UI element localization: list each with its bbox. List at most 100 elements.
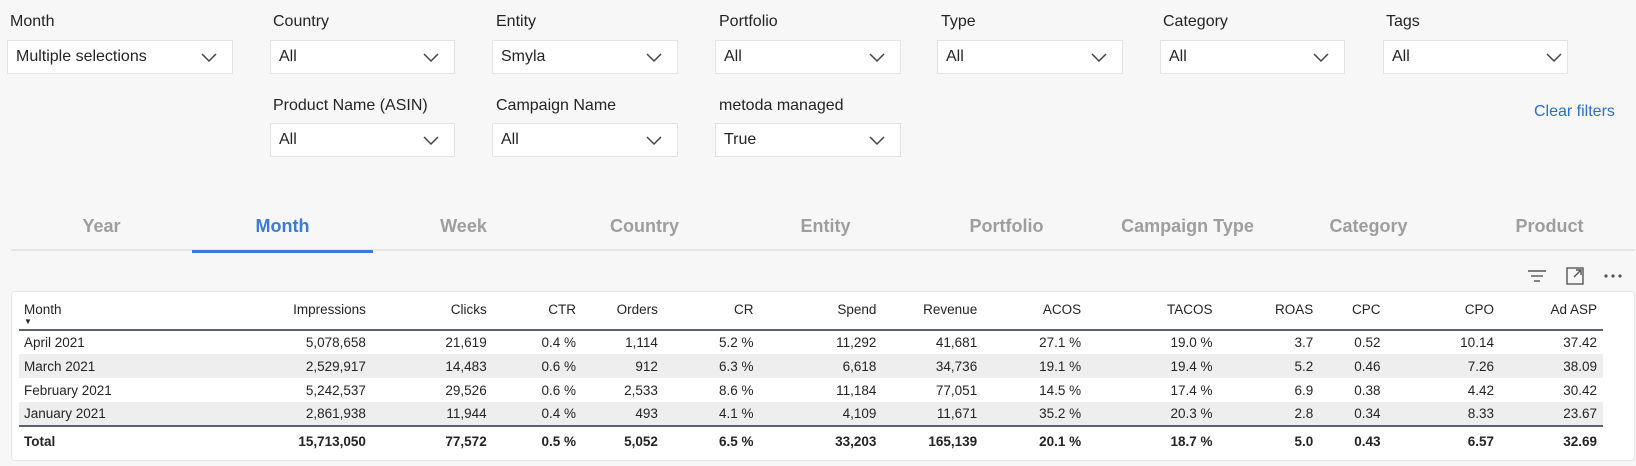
column-header-tacos[interactable]: TACOS (1087, 296, 1219, 331)
slicer-label-portfolio: Portfolio (719, 13, 778, 30)
focus-mode-icon[interactable] (1562, 264, 1588, 288)
table-row[interactable]: January 2021 2,861,938 11,944 0.4 % 493 4.1 %… (19, 402, 1603, 426)
campaign-name-dropdown[interactable]: All (492, 123, 678, 157)
column-header-roas[interactable]: ROAS (1218, 296, 1320, 331)
table-cell: 34,736 (882, 354, 984, 378)
table-cell: 8.33 (1386, 402, 1500, 426)
total-cell: 0.5 % (492, 425, 582, 454)
chevron-down-icon (646, 136, 662, 146)
column-header-month[interactable]: Month ▼ (19, 296, 198, 331)
slicer-label-country: Country (273, 13, 330, 30)
slicer-type: Type (941, 12, 976, 32)
tab-entity[interactable]: Entity (800, 216, 851, 236)
table-cell: 2.8 (1218, 402, 1320, 426)
chevron-down-icon (1313, 53, 1329, 63)
country-dropdown[interactable]: All (270, 40, 455, 74)
tab-product[interactable]: Product (1515, 216, 1584, 236)
row-label-cell: February 2021 (24, 382, 112, 398)
table-cell: 21,619 (445, 335, 487, 350)
column-header-clicks[interactable]: Clicks (371, 296, 493, 331)
table-cell: 1,114 (625, 335, 658, 350)
column-header-ad-asp[interactable]: Ad ASP (1499, 296, 1603, 331)
table-cell: 7.26 (1386, 354, 1500, 378)
tab-month[interactable]: Month (192, 205, 373, 253)
table-cell: 8.6 % (718, 382, 754, 398)
more-options-icon[interactable] (1600, 264, 1626, 288)
entity-dropdown[interactable]: Smyla (492, 40, 678, 74)
table-cell: 5,078,658 (305, 335, 366, 350)
column-header-cr[interactable]: CR (663, 296, 760, 331)
table-cell: 10.14 (1460, 335, 1494, 350)
table-cell: 30.42 (1563, 382, 1597, 398)
total-cell: 0.43 (1319, 425, 1387, 454)
slicer-label-category: Category (1163, 13, 1228, 30)
column-header-acos[interactable]: ACOS (983, 296, 1088, 331)
total-cell: 32.69 (1499, 425, 1603, 454)
table-cell: 2,533 (624, 382, 658, 398)
table-cell: 0.46 (1319, 354, 1387, 378)
column-header-cpo[interactable]: CPO (1386, 296, 1500, 331)
table-body: April 2021 5,078,658 21,619 0.4 % 1,114 5.2 %… (19, 330, 1603, 426)
tab-campaign-type[interactable]: Campaign Type (1121, 216, 1254, 236)
campaign-name-dropdown-value: All (501, 131, 519, 148)
table-cell: 4.42 (1467, 382, 1494, 398)
month-dropdown[interactable]: Multiple selections (7, 40, 233, 74)
total-cell: 77,572 (371, 425, 493, 454)
tab-year[interactable]: Year (82, 216, 121, 236)
tab-category[interactable]: Category (1329, 216, 1408, 236)
column-header-ctr[interactable]: CTR (492, 296, 582, 331)
tab-portfolio[interactable]: Portfolio (969, 216, 1044, 236)
month-dropdown-value: Multiple selections (16, 48, 147, 65)
tab-country[interactable]: Country (610, 216, 679, 236)
table-cell: 0.38 (1354, 382, 1381, 398)
table-cell: 6,618 (759, 354, 883, 378)
table-cell: 11,184 (836, 382, 877, 398)
table-cell: 11,671 (882, 402, 984, 426)
type-dropdown-value: All (946, 48, 964, 65)
grouping-tabs: Year Month Week Country Entity Portfolio… (11, 205, 1635, 253)
chevron-down-icon (869, 136, 885, 146)
category-dropdown[interactable]: All (1160, 40, 1345, 74)
portfolio-dropdown[interactable]: All (715, 40, 901, 74)
chevron-down-icon (1091, 53, 1107, 63)
table-cell: 11,944 (371, 402, 493, 426)
table-cell: 38.09 (1499, 354, 1603, 378)
type-dropdown[interactable]: All (937, 40, 1123, 74)
column-header-orders[interactable]: Orders (581, 296, 664, 331)
slicer-label-metoda-managed: metoda managed (719, 97, 844, 114)
entity-dropdown-value: Smyla (501, 48, 546, 65)
slicer-label-type: Type (941, 13, 976, 30)
total-cell: 5.0 (1218, 425, 1320, 454)
table-cell: 20.3 % (1087, 402, 1219, 426)
tab-week[interactable]: Week (440, 216, 487, 236)
sort-descending-icon: ▼ (24, 317, 32, 326)
table-cell: 17.4 % (1170, 382, 1213, 398)
table-row[interactable]: April 2021 5,078,658 21,619 0.4 % 1,114 5.2 %… (19, 330, 1603, 354)
table-cell: 912 (581, 354, 664, 378)
slicer-category: Category (1163, 12, 1228, 32)
table-cell: 4,109 (759, 402, 883, 426)
slicer-country: Country (273, 12, 329, 32)
table-cell: 77,051 (935, 382, 978, 398)
filter-icon[interactable] (1524, 264, 1550, 288)
chevron-down-icon (1546, 53, 1562, 63)
column-header-impressions[interactable]: Impressions (197, 296, 372, 331)
metoda-managed-dropdown[interactable]: True (715, 123, 901, 157)
column-header-cpc[interactable]: CPC (1319, 296, 1387, 331)
product-name-dropdown[interactable]: All (270, 123, 455, 157)
column-header-revenue[interactable]: Revenue (882, 296, 984, 331)
clear-filters-button[interactable]: Clear filters (1534, 103, 1615, 120)
total-cell: 5,052 (581, 425, 664, 454)
table-row[interactable]: February 2021 5,242,537 29,526 0.6 % 2,533 8.… (19, 378, 1603, 402)
tags-dropdown-value: All (1392, 48, 1410, 65)
chevron-down-icon (869, 53, 885, 63)
table-header-row: Month ▼ Impressions Clicks CTR Orders CR… (19, 296, 1603, 331)
month-table-visual: Month ▼ Impressions Clicks CTR Orders CR… (11, 291, 1635, 461)
table-cell: 0.6 % (541, 382, 576, 398)
tags-dropdown[interactable]: All (1383, 40, 1568, 74)
total-cell: 15,713,050 (197, 425, 372, 454)
column-header-spend[interactable]: Spend (759, 296, 883, 331)
table-row[interactable]: March 2021 2,529,917 14,483 0.6 % 912 6.3 % 6,… (19, 354, 1603, 378)
table-cell: 4.1 % (663, 402, 760, 426)
table-cell: 19.0 % (1170, 335, 1213, 350)
